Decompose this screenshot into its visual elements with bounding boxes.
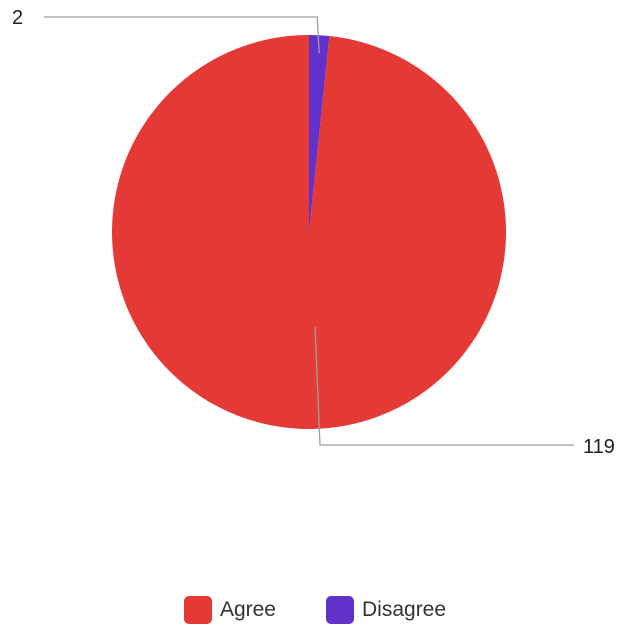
pie-slice-disagree[interactable] — [309, 35, 330, 232]
pie-slices — [112, 35, 507, 429]
legend-label-agree: Agree — [219, 598, 276, 621]
data-label-disagree: 2 — [12, 7, 23, 29]
leader-line-disagree — [44, 16, 320, 54]
data-label-agree: 119 — [583, 436, 615, 458]
chart-legend: Agree Disagree — [0, 590, 630, 630]
leader-lines — [44, 16, 574, 446]
legend-item-agree[interactable]: Agree — [183, 596, 276, 624]
data-labels: 119 2 — [12, 7, 615, 458]
legend-item-disagree[interactable]: Disagree — [326, 596, 446, 624]
legend-label-disagree: Disagree — [362, 598, 447, 621]
legend-swatch-disagree — [326, 596, 354, 624]
pie-slice-agree[interactable] — [112, 35, 507, 429]
legend-swatch-agree — [183, 596, 212, 624]
leader-line-agree — [314, 326, 574, 446]
